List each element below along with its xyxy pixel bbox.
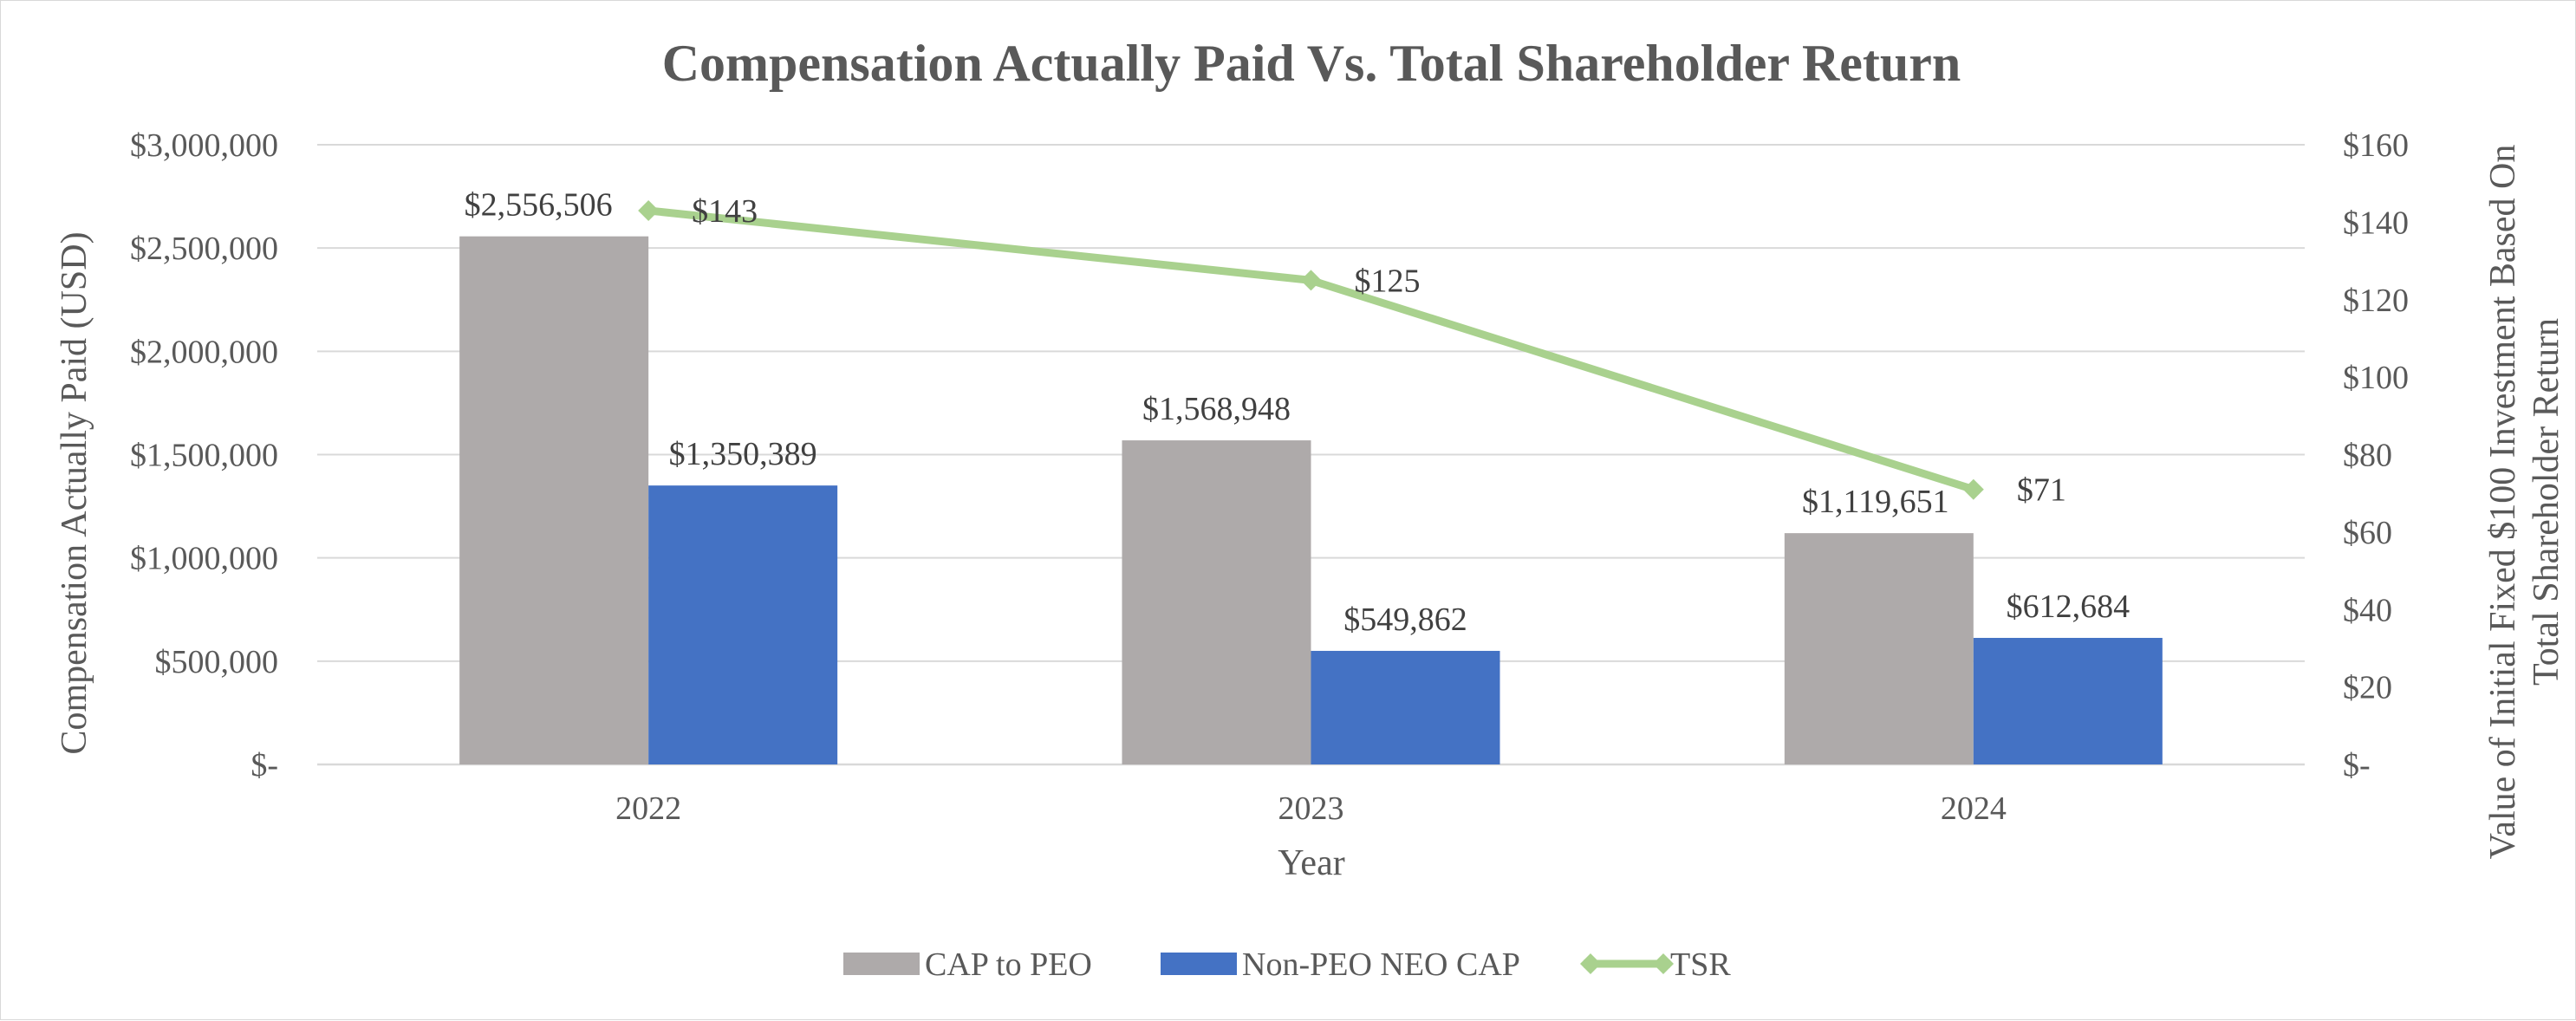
legend-label: CAP to PEO bbox=[925, 946, 1092, 983]
tsr-data-label: $143 bbox=[692, 193, 758, 230]
x-tick-label: 2024 bbox=[1941, 790, 2007, 827]
tsr-point bbox=[638, 199, 660, 221]
bar-data-label: $1,350,389 bbox=[669, 436, 817, 472]
bar bbox=[1311, 650, 1500, 764]
tsr-line-layer bbox=[638, 199, 1984, 500]
y2-tick-label: $40 bbox=[2343, 592, 2392, 628]
chart-title: Compensation Actually Paid Vs. Total Sha… bbox=[662, 35, 1961, 92]
y2-tick-label: $80 bbox=[2343, 438, 2392, 474]
bar bbox=[1784, 533, 1974, 764]
y-axis-title: Compensation Actually Paid (USD) bbox=[55, 231, 94, 754]
bar-data-label: $2,556,506 bbox=[465, 187, 613, 224]
y2-axis-title-line2: Total Shareholder Return bbox=[2527, 318, 2566, 686]
bar bbox=[1122, 440, 1311, 764]
y-tick-label: $500,000 bbox=[155, 644, 279, 680]
bar-data-label: $612,684 bbox=[2007, 589, 2130, 625]
x-axis-title: Year bbox=[1278, 843, 1344, 883]
legend-swatch bbox=[843, 953, 920, 975]
y2-tick-label: $60 bbox=[2343, 515, 2392, 551]
bar bbox=[459, 236, 649, 764]
legend: CAP to PEO Non-PEO NEO CAP TSR bbox=[843, 946, 1731, 983]
y-tick-label: $2,000,000 bbox=[130, 334, 278, 370]
x-tick-label: 2023 bbox=[1278, 790, 1344, 827]
bar-data-label: $549,862 bbox=[1343, 602, 1467, 638]
tsr-point bbox=[1300, 270, 1322, 291]
y-tick-label: $1,000,000 bbox=[130, 541, 278, 577]
bar bbox=[1973, 637, 2163, 764]
legend-label: Non-PEO NEO CAP bbox=[1242, 946, 1520, 983]
tsr-data-label: $71 bbox=[2017, 472, 2066, 509]
data-labels: $2,556,506 $1,568,948 $1,119,651 $1,350,389… bbox=[465, 187, 2130, 638]
y-tick-label: $3,000,000 bbox=[130, 127, 278, 164]
legend-marker bbox=[1580, 953, 1601, 974]
legend-label: TSR bbox=[1670, 946, 1731, 983]
y-tick-label: $2,500,000 bbox=[130, 231, 278, 267]
y-tick-label: $1,500,000 bbox=[130, 438, 278, 474]
y2-tick-label: $160 bbox=[2343, 127, 2409, 164]
tsr-data-label: $125 bbox=[1355, 263, 1421, 299]
y-tick-label: $- bbox=[250, 747, 278, 784]
legend-marker bbox=[1653, 953, 1674, 974]
axes: $- $500,000 $1,000,000 $1,500,000 $2,000,000… bbox=[130, 127, 2409, 827]
tsr-point bbox=[1962, 478, 1984, 500]
bar bbox=[648, 485, 838, 764]
legend-swatch bbox=[1161, 953, 1237, 975]
bar-data-label: $1,119,651 bbox=[1802, 484, 1949, 520]
y2-tick-label: $- bbox=[2343, 747, 2371, 784]
y2-tick-label: $100 bbox=[2343, 360, 2409, 396]
y2-tick-label: $140 bbox=[2343, 205, 2409, 241]
bar-data-label: $1,568,948 bbox=[1142, 391, 1291, 427]
bars bbox=[459, 236, 2163, 764]
x-tick-label: 2022 bbox=[615, 790, 681, 827]
y2-tick-label: $20 bbox=[2343, 670, 2392, 706]
y2-tick-label: $120 bbox=[2343, 283, 2409, 319]
y2-axis-title-line1: Value of Initial Fixed $100 Investment B… bbox=[2483, 145, 2523, 860]
